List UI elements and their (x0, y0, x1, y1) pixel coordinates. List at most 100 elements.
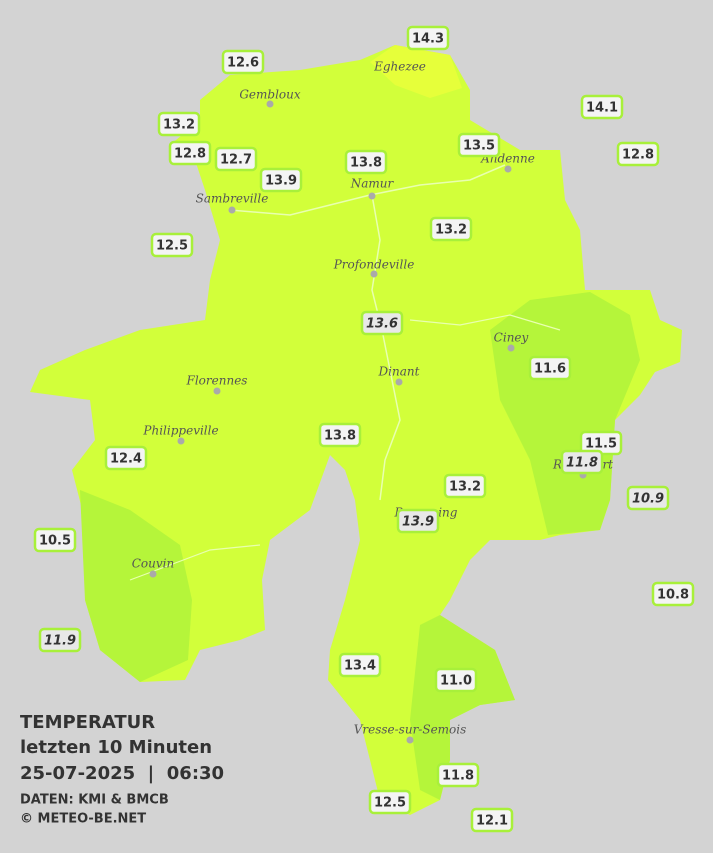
cool-zone (410, 615, 515, 800)
city-label: Eghezee (373, 60, 426, 74)
source: DATEN: KMI & BMCB (20, 793, 169, 808)
station-value: 13.9 (402, 515, 434, 530)
station-value: 12.8 (622, 148, 654, 163)
station-box (104, 445, 148, 471)
station-value: 10.8 (657, 588, 689, 603)
city-label: Profondeville (333, 258, 415, 272)
station-value: 13.8 (350, 156, 382, 171)
station-value: 12.7 (220, 153, 252, 168)
station-value: 12.4 (110, 452, 142, 467)
station-box (344, 149, 388, 175)
station: 11.9 (38, 627, 82, 653)
city-label: Sambreville (196, 192, 269, 206)
station-box (396, 508, 440, 534)
city-label: Namur (350, 177, 395, 191)
station-value: 11.9 (44, 634, 76, 649)
city-dot (406, 736, 414, 744)
station-value: 13.9 (265, 174, 297, 189)
station-box (38, 627, 82, 653)
city-label: Florennes (186, 374, 248, 388)
title-line: letzten 10 Minuten (20, 737, 212, 758)
city-dot (266, 100, 274, 108)
station-box (168, 140, 212, 166)
station-value: 13.5 (463, 139, 495, 154)
station: 11.8 (436, 762, 480, 788)
station-box (651, 581, 695, 607)
station-box (580, 94, 624, 120)
station-value: 11.0 (440, 674, 472, 689)
station: 13.9 (259, 167, 303, 193)
city-dot (504, 165, 512, 173)
station-box (157, 111, 201, 137)
station-box (150, 232, 194, 258)
station-box (560, 449, 604, 475)
station: 13.5 (457, 132, 501, 158)
station: 10.5 (33, 527, 77, 553)
city-label: Gembloux (239, 88, 301, 102)
station-box (360, 310, 404, 336)
station-value: 12.5 (156, 239, 188, 254)
station-box (33, 527, 77, 553)
station: 12.8 (168, 140, 212, 166)
city-label: Couvin (132, 557, 174, 571)
city-label: Ciney (494, 331, 529, 345)
station-box (528, 355, 572, 381)
station-box (221, 49, 265, 75)
station-box (626, 485, 670, 511)
station: 13.6 (360, 310, 404, 336)
station: 12.4 (104, 445, 148, 471)
station-value: 12.1 (476, 814, 508, 829)
station: 12.5 (150, 232, 194, 258)
copyright: © METEO-BE.NET (20, 812, 146, 827)
cool-zone (80, 490, 192, 682)
station-value: 12.5 (374, 796, 406, 811)
city-dot (177, 437, 185, 445)
station-value: 13.2 (435, 223, 467, 238)
city-label: Dinant (378, 365, 420, 379)
station-value: 14.3 (412, 32, 444, 47)
city-dot (395, 378, 403, 386)
station: 13.8 (318, 422, 362, 448)
title-line: 25-07-2025 | 06:30 (20, 763, 224, 784)
city-dot (228, 206, 236, 214)
station-value: 14.1 (586, 101, 618, 116)
station: 14.1 (580, 94, 624, 120)
station-box (406, 25, 450, 51)
station-value: 10.9 (632, 492, 664, 507)
station-value: 11.8 (442, 769, 474, 784)
station-box (338, 652, 382, 678)
station: 13.2 (429, 216, 473, 242)
station: 13.2 (157, 111, 201, 137)
station: 13.8 (344, 149, 388, 175)
station: 13.4 (338, 652, 382, 678)
city-dot (149, 570, 157, 578)
station: 10.8 (651, 581, 695, 607)
station-box (436, 762, 480, 788)
station-value: 11.5 (585, 437, 617, 452)
title-line: TEMPERATUR (20, 712, 155, 733)
station: 11.8 (560, 449, 604, 475)
station-value: 13.6 (366, 317, 398, 332)
station-box (318, 422, 362, 448)
station-box (616, 141, 660, 167)
station: 10.9 (626, 485, 670, 511)
station-value: 11.6 (534, 362, 566, 377)
station: 13.2 (443, 473, 487, 499)
city-label: Philippeville (142, 424, 218, 438)
station-value: 13.2 (163, 118, 195, 133)
station: 12.8 (616, 141, 660, 167)
city-label: Vresse-sur-Semois (354, 723, 467, 737)
station: 11.0 (434, 667, 478, 693)
station-box (429, 216, 473, 242)
city-dot (370, 270, 378, 278)
city-dot (368, 192, 376, 200)
station-box (259, 167, 303, 193)
city-dot (507, 344, 515, 352)
station-value: 13.2 (449, 480, 481, 495)
station-box (368, 789, 412, 815)
station-value: 12.6 (227, 56, 259, 71)
station: 12.5 (368, 789, 412, 815)
station-value: 13.4 (344, 659, 376, 674)
station-box (214, 146, 258, 172)
station-box (434, 667, 478, 693)
